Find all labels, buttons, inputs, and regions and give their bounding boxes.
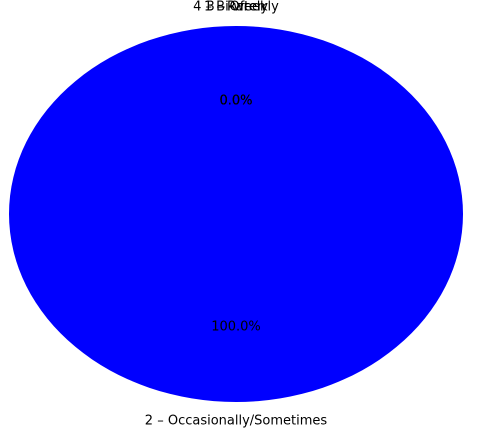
- pie-slices: [9, 26, 463, 402]
- slice-percent-1-rarely: 0.0%: [219, 94, 252, 109]
- slice-percent-2-occasionally-sometimes: 100.0%: [211, 319, 261, 334]
- slice-label-3-often: 3 – Often: [207, 0, 266, 15]
- slice-percent-4-bi-weekly: 0.0%: [219, 94, 252, 109]
- slice-percent-3-often: 0.0%: [219, 94, 252, 109]
- slice-label-1-rarely: 1 – Rarely: [204, 0, 268, 15]
- slice-label-4-bi-weekly: 4 – Bi-weekly: [193, 0, 279, 15]
- pie-slice-2-occasionally-sometimes: [9, 26, 463, 402]
- slice-label-2-occasionally-sometimes: 2 – Occasionally/Sometimes: [145, 413, 328, 428]
